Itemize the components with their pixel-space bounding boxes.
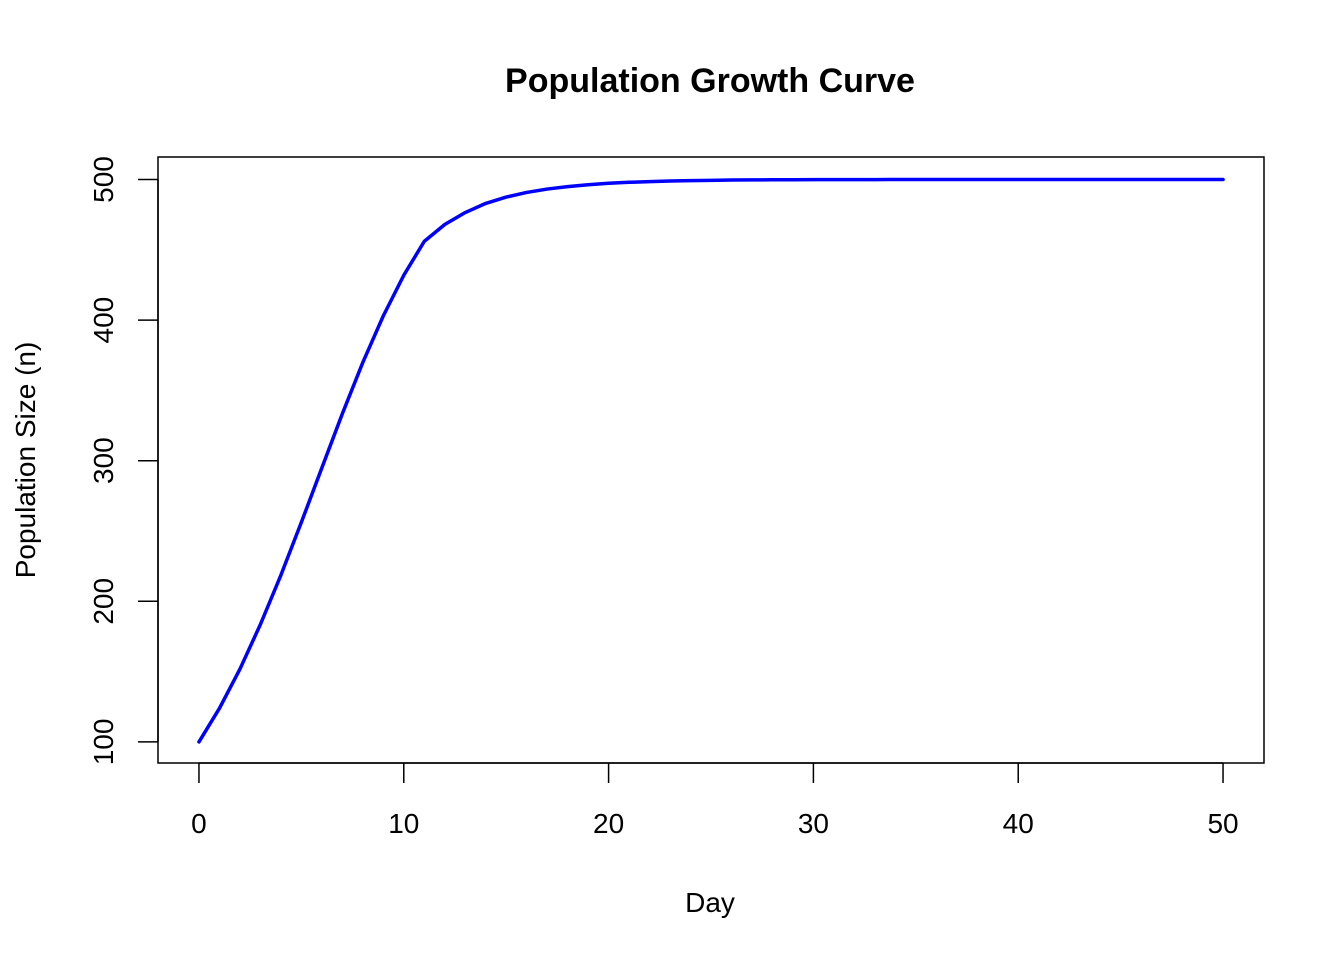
x-tick-label: 20 [593, 808, 624, 839]
y-tick-label: 100 [88, 719, 119, 766]
x-tick-label: 10 [388, 808, 419, 839]
y-tick-label: 200 [88, 578, 119, 625]
x-tick-label: 30 [798, 808, 829, 839]
y-tick-label: 300 [88, 437, 119, 484]
x-tick-label: 0 [191, 808, 207, 839]
y-axis: 100 200 300 400 500 [88, 156, 159, 766]
x-tick-label: 40 [1003, 808, 1034, 839]
chart-title: Population Growth Curve [505, 62, 915, 100]
x-axis: 0 10 20 30 40 50 [191, 762, 1239, 839]
x-tick-label: 50 [1207, 808, 1238, 839]
series-group [197, 177, 1225, 744]
x-axis-label: Day [685, 887, 735, 918]
y-tick-label: 400 [88, 297, 119, 344]
series-line-0 [197, 177, 1225, 744]
y-tick-label: 500 [88, 156, 119, 203]
y-axis-label: Population Size (n) [10, 342, 41, 579]
